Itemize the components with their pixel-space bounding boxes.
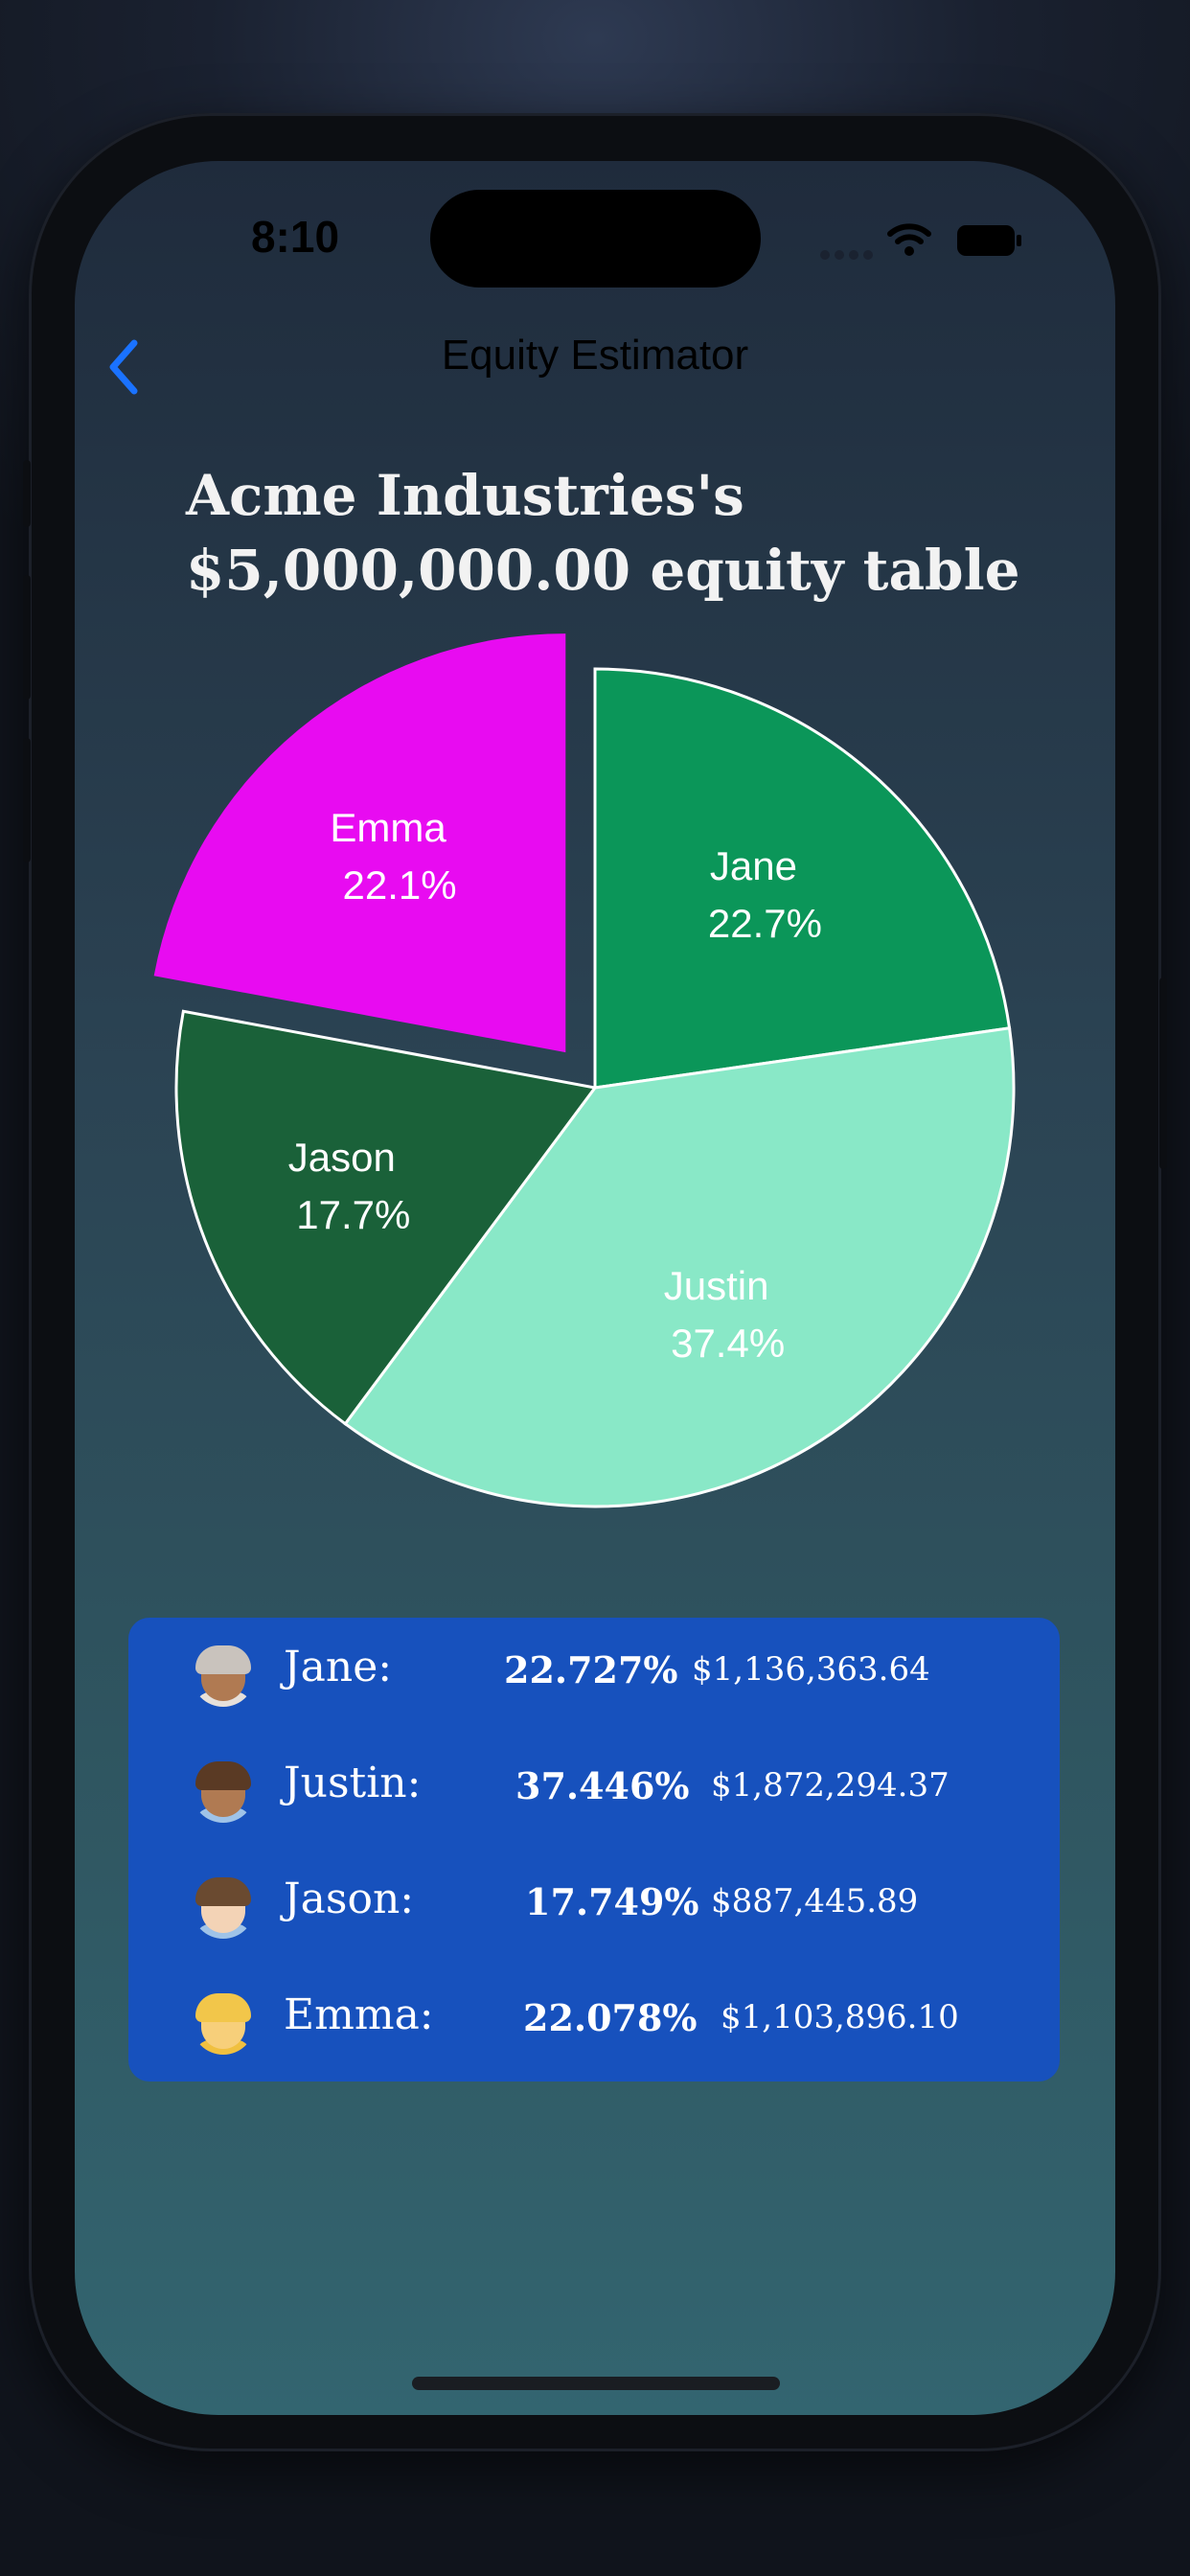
pie-label-percent: 17.7% — [296, 1192, 410, 1237]
equity-row: Justin: 37.446% $1,872,294.37 — [128, 1734, 1060, 1849]
equity-pie-chart: Jane 22.7% Justin 37.4% Jason 17.7% Emma 22.1% — [153, 633, 1016, 1508]
nav-title: Equity Estimator — [441, 332, 749, 379]
cellular-signal-icon — [820, 245, 878, 264]
pie-label-percent: 37.4% — [671, 1321, 785, 1366]
action-button — [23, 460, 31, 527]
equity-row: Jason: 17.749% $887,445.89 — [128, 1850, 1060, 1965]
row-name: Jane: — [284, 1643, 393, 1691]
home-indicator — [412, 2377, 780, 2390]
back-button[interactable] — [96, 334, 153, 401]
pie-label-name: Jason — [288, 1135, 396, 1180]
row-amount: $887,445.89 — [711, 1882, 919, 1920]
pie-label-percent: 22.7% — [708, 901, 822, 946]
volume-up-button — [23, 575, 31, 700]
row-amount: $1,136,363.64 — [692, 1650, 930, 1689]
man-office-worker-avatar — [192, 1760, 255, 1823]
equity-row: Jane: 22.727% $1,136,363.64 — [128, 1618, 1060, 1733]
chevron-left-icon — [109, 339, 138, 395]
pie-label-name: Jane — [710, 843, 797, 888]
heading-amount-line: $5,000,000.00 equity table — [186, 538, 1020, 603]
heading-company-line: Acme Industries's — [186, 463, 744, 528]
pie-label-name: Justin — [664, 1263, 769, 1308]
woman-blonde-avatar — [192, 1991, 255, 2055]
row-name: Emma: — [284, 1990, 434, 2039]
row-name: Jason: — [284, 1874, 415, 1923]
battery-icon — [957, 225, 1021, 256]
row-amount: $1,103,896.10 — [721, 1998, 959, 2036]
pie-slice-emma[interactable] — [153, 633, 566, 1053]
pie-slice-jason[interactable] — [174, 1009, 598, 1426]
row-percent: 22.078% — [523, 1996, 698, 2039]
pie-label-name: Emma — [330, 805, 446, 850]
pie-label-percent: 22.1% — [343, 862, 457, 908]
dynamic-island — [430, 190, 761, 288]
equity-table-heading: Acme Industries's $5,000,000.00 equity t… — [186, 458, 1067, 608]
volume-down-button — [23, 738, 31, 862]
row-amount: $1,872,294.37 — [711, 1766, 950, 1805]
pie-slice-justin[interactable] — [343, 1026, 1016, 1508]
wifi-icon — [887, 223, 931, 256]
row-name: Justin: — [284, 1759, 422, 1807]
woman-gray-hair-avatar — [192, 1644, 255, 1707]
equity-row: Emma: 22.078% $1,103,896.10 — [128, 1966, 1060, 2081]
power-button — [1159, 978, 1167, 1169]
pie-slice-jane[interactable] — [593, 667, 1012, 1090]
equity-breakdown-card: Jane: 22.727% $1,136,363.64 Justin: 37.446% $… — [128, 1618, 1060, 2082]
man-office-worker-avatar — [192, 1875, 255, 1939]
row-percent: 17.749% — [525, 1880, 699, 1923]
row-percent: 37.446% — [515, 1764, 690, 1807]
status-time: 8:10 — [250, 212, 340, 262]
row-percent: 22.727% — [504, 1648, 678, 1691]
app-screen: 8:10 Equity Estimator Acme Industries's … — [75, 161, 1115, 2415]
